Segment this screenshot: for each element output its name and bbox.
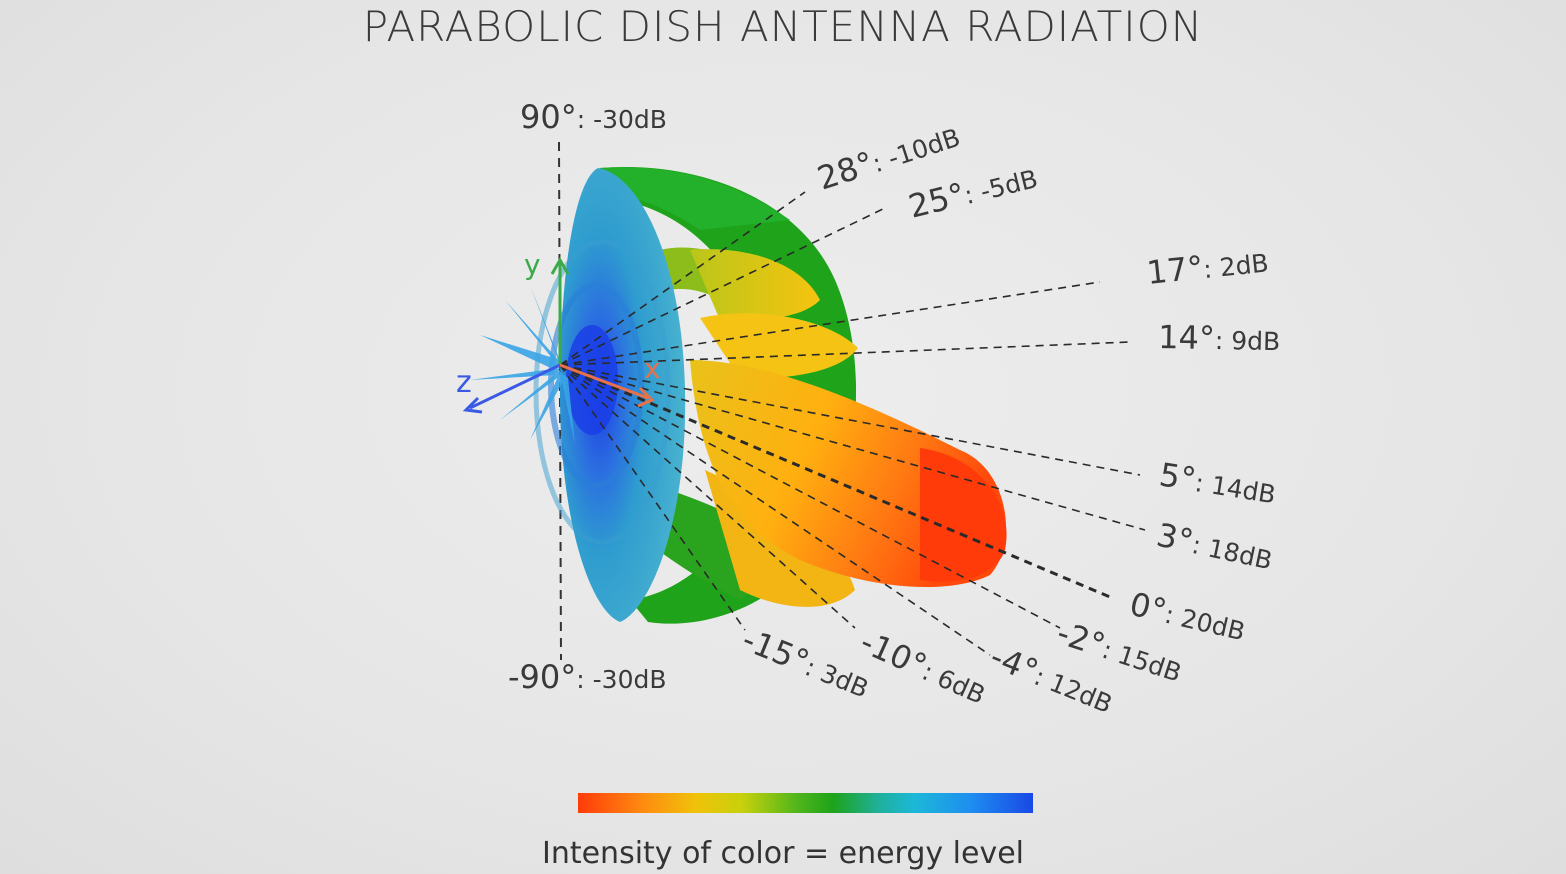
color-scale-bar xyxy=(578,793,1033,813)
dish-reflector xyxy=(533,168,686,622)
label-p3: 3°: 18dB xyxy=(1153,516,1276,578)
y-axis-label: y xyxy=(524,248,541,281)
z-axis-label: z xyxy=(456,365,472,400)
page-title: PARABOLIC DISH ANTENNA RADIATION xyxy=(362,2,1204,51)
z-axis xyxy=(469,363,561,410)
x-axis xyxy=(559,363,649,400)
direction-lines xyxy=(559,191,1146,656)
label-n90: -90°: -30dB xyxy=(508,658,667,696)
label-p5: 5°: 14dB xyxy=(1157,455,1279,511)
x-axis-label: x xyxy=(644,352,661,385)
label-p14: 14°: 9dB xyxy=(1158,318,1281,358)
label-p17: 17°: 2dB xyxy=(1145,241,1270,292)
vertical-axis-line xyxy=(558,141,562,661)
label-p25: 25°: -5dB xyxy=(905,157,1041,226)
label-n10: -10°: 6dB xyxy=(855,623,992,712)
coordinate-axes: y z x xyxy=(456,248,661,414)
label-p90: 90°: -30dB xyxy=(520,98,667,136)
color-scale-caption: Intensity of color = energy level xyxy=(541,836,1025,871)
label-n15: -15°: 3dB xyxy=(737,620,875,705)
back-lobes xyxy=(470,285,575,445)
main-lobe-tip xyxy=(920,448,1007,582)
label-p0: 0°: 20dB xyxy=(1126,585,1249,648)
